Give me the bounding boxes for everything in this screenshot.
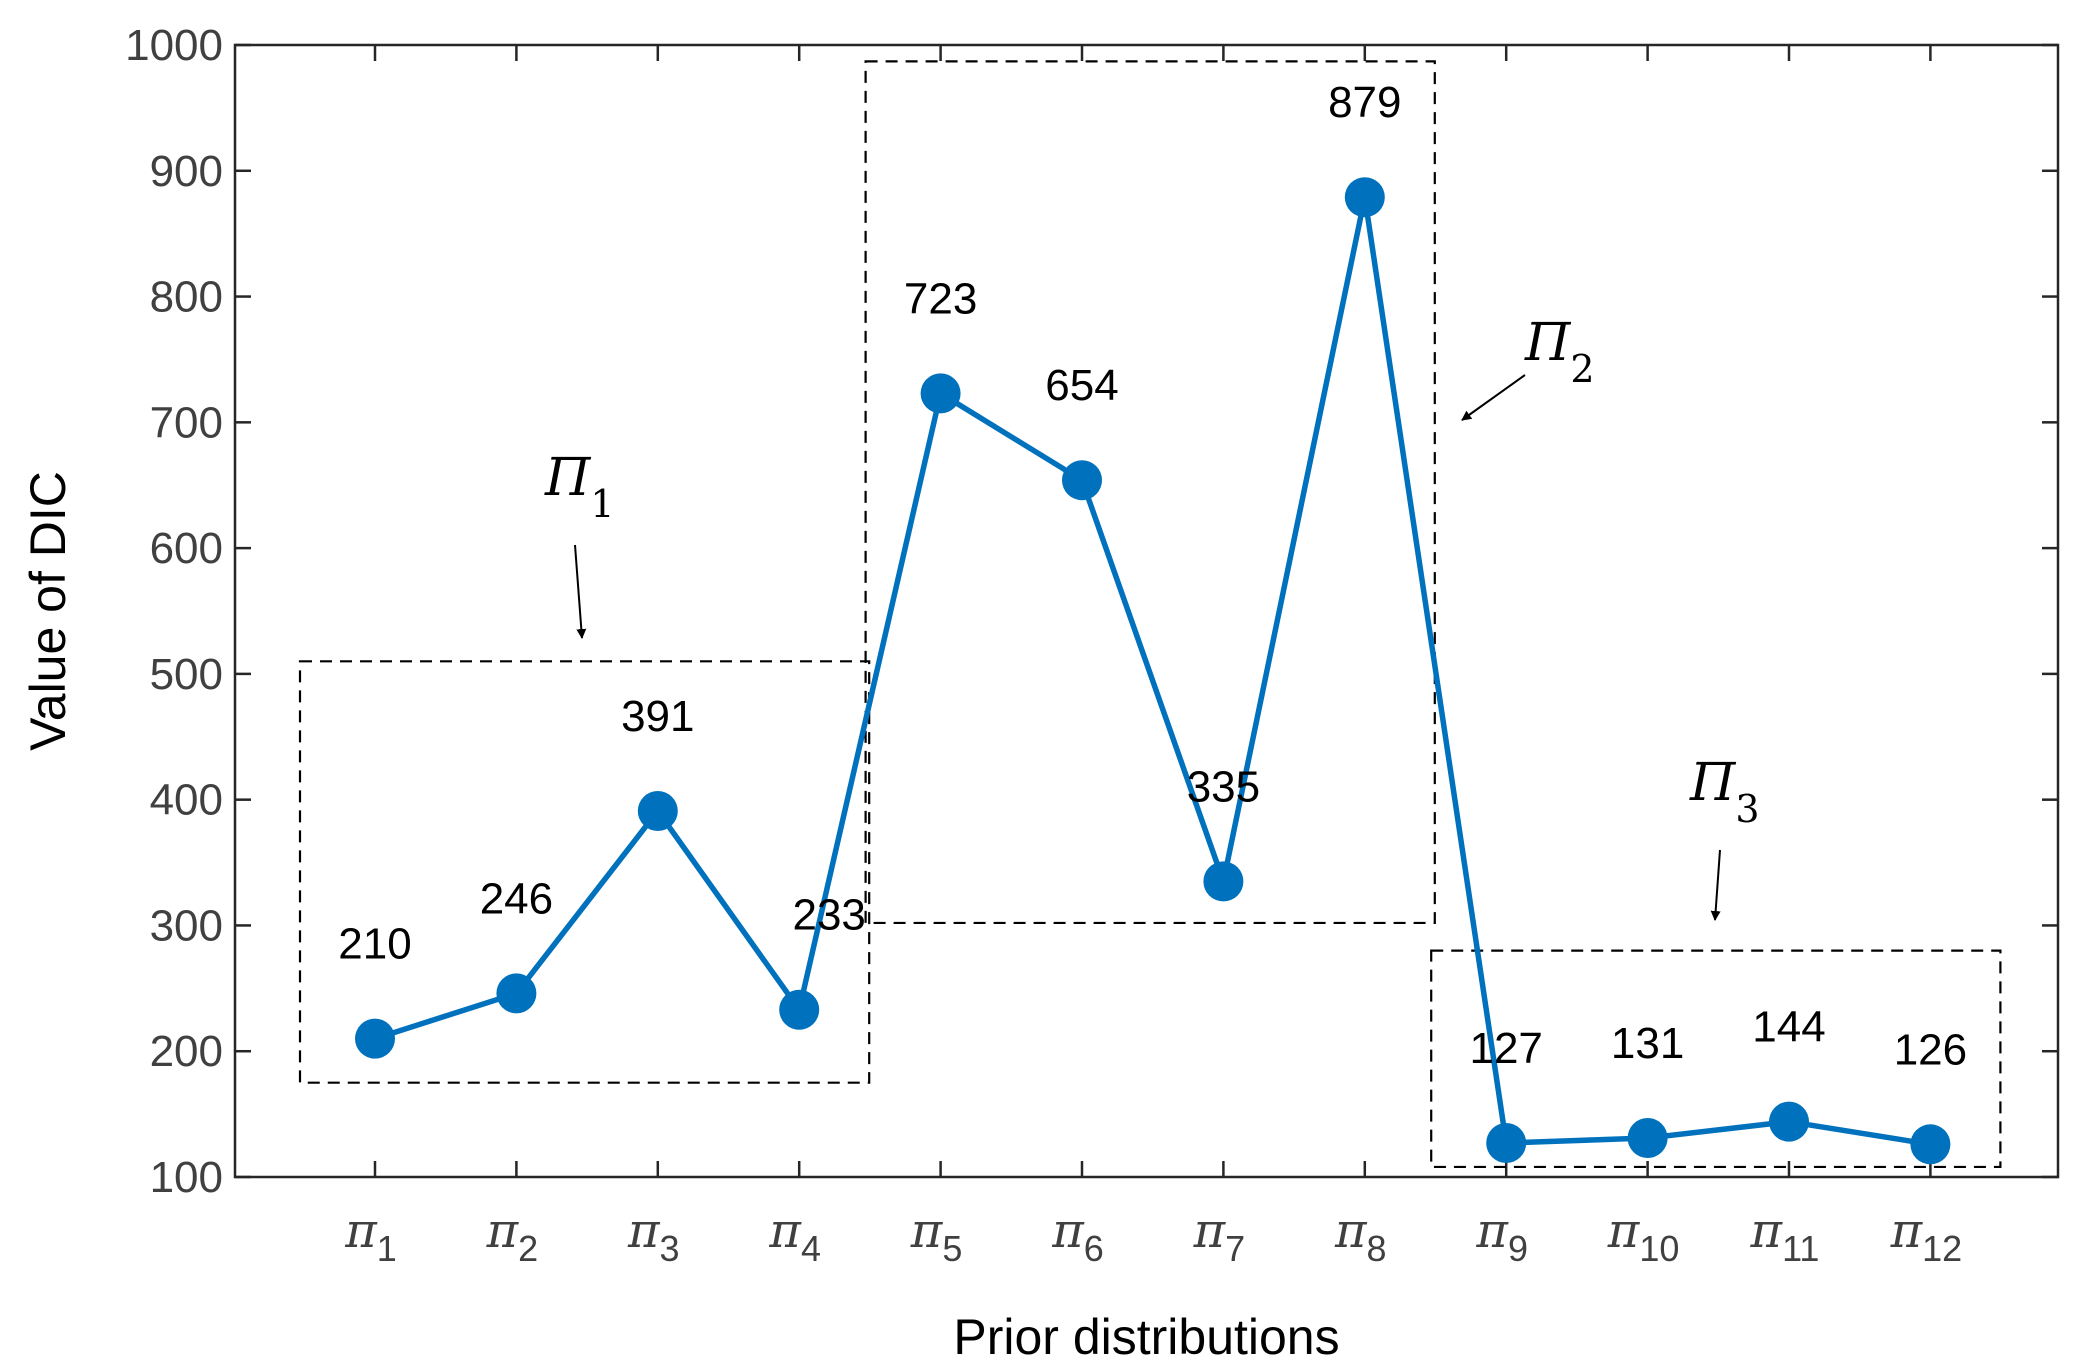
data-label: 654 (1045, 361, 1118, 410)
series-layer (355, 177, 1951, 1165)
y-tick-label: 400 (150, 776, 223, 825)
group-arrow (1461, 374, 1526, 421)
data-point (355, 1018, 395, 1059)
data-label: 879 (1328, 78, 1401, 127)
x-tick-label: π1 (344, 1203, 397, 1269)
group-box (1430, 949, 2002, 1169)
x-tick-label: π3 (627, 1203, 680, 1269)
y-tick-label: 600 (150, 524, 223, 573)
data-label: 131 (1611, 1019, 1684, 1068)
data-point (1203, 861, 1244, 902)
x-axis-title: Prior distributions (953, 1309, 1339, 1365)
data-point (1344, 177, 1385, 218)
data-label: 233 (792, 891, 865, 940)
x-tick-label: π9 (1475, 1203, 1528, 1269)
x-tick-label: π2 (486, 1203, 539, 1269)
y-tick-label: 1000 (125, 21, 223, 70)
x-tick-label: π8 (1334, 1203, 1387, 1269)
data-label: 246 (480, 874, 553, 923)
data-label: 723 (904, 274, 977, 323)
plot-frame (233, 43, 2060, 1179)
data-point (1062, 460, 1102, 501)
data-point (1910, 1124, 1951, 1165)
y-tick-label: 300 (150, 901, 223, 950)
x-tick-label: π4 (768, 1203, 821, 1269)
x-tick-label: π7 (1193, 1203, 1246, 1269)
y-tick-label: 900 (150, 147, 223, 196)
x-tick-label: π6 (1051, 1203, 1104, 1269)
data-label: 210 (338, 920, 411, 969)
data-label: 126 (1894, 1025, 1967, 1074)
data-point (779, 989, 820, 1030)
y-axis-ticks: 100 200 300 400 500 600 700 800 900 1000 (125, 21, 2058, 1202)
group-arrow (1710, 849, 1721, 921)
x-axis-ticks: π1 π2 π3 π4 π5 π6 π7 π8 π9 π10 π11 π12 (344, 45, 1962, 1269)
group-arrow (574, 544, 587, 639)
plot-area (235, 45, 2058, 1177)
data-point (1486, 1123, 1527, 1164)
y-tick-label: 500 (150, 650, 223, 699)
x-tick-label: π11 (1750, 1203, 1820, 1269)
data-labels: 210 246 391 233 723 654 335 879 127 131 144 126 (338, 78, 1967, 1074)
x-tick-label: π5 (910, 1203, 963, 1269)
data-label: 144 (1752, 1003, 1825, 1052)
x-tick-label: π12 (1890, 1203, 1963, 1269)
data-label: 127 (1469, 1024, 1542, 1073)
data-point (637, 790, 678, 831)
data-point (496, 973, 537, 1014)
series-line (374, 194, 1931, 1148)
y-tick-label: 100 (150, 1153, 223, 1202)
y-tick-label: 800 (150, 273, 223, 322)
x-tick-label: π10 (1607, 1203, 1680, 1269)
data-point (1627, 1118, 1668, 1159)
data-label: 391 (621, 692, 694, 741)
data-point (1769, 1101, 1809, 1142)
y-axis-title: Value of DIC (20, 471, 76, 751)
y-tick-label: 700 (150, 398, 223, 447)
data-label: 335 (1187, 762, 1260, 811)
data-point (920, 373, 961, 414)
group-box (298, 660, 871, 1084)
y-tick-label: 200 (150, 1027, 223, 1076)
group-box (864, 60, 1436, 925)
